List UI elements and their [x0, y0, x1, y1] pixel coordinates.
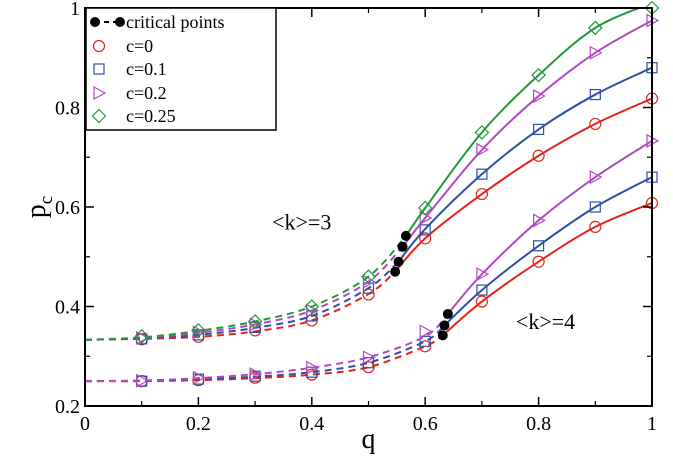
x-tick-label: 1	[647, 413, 657, 435]
data-point-k4-c02	[589, 170, 603, 185]
series-solid-k4-c02	[447, 139, 652, 315]
critical-point-k4-c02	[442, 308, 453, 319]
series-solid-k3-c02	[401, 19, 652, 248]
data-point-k4-c02	[249, 367, 263, 382]
data-point-k4-c0	[589, 220, 602, 233]
data-point-k3-c025	[417, 200, 433, 216]
data-point-k3-c025	[531, 67, 546, 83]
legend-box	[85, 7, 277, 131]
critical-point-k3-c025	[400, 230, 411, 241]
data-point-k3-c025	[361, 269, 376, 284]
legend-label-c02: c=0.2	[126, 83, 167, 103]
data-point-k3-c0	[589, 117, 602, 131]
x-tick-label: 0.4	[299, 413, 324, 435]
data-point-k3-c025	[247, 314, 263, 329]
legend-items	[90, 17, 125, 124]
legend-label-critical-points: critical points	[126, 12, 224, 32]
legend-label-c01: c=0.1	[126, 59, 167, 79]
data-point-k4-c01	[476, 284, 488, 296]
data-point-k3-c01	[476, 168, 488, 180]
legend-label-c025: c=0.25	[126, 106, 176, 126]
data-point-k3-c02	[532, 89, 546, 104]
legend-marker-c0	[92, 39, 106, 53]
annotation-k4: <k>=4	[516, 309, 575, 334]
series-dashed-k3-c02	[85, 246, 404, 341]
y-axis-title-main: p	[21, 204, 52, 218]
data-point-k3-c01	[589, 88, 601, 101]
y-tick-label: 0.8	[55, 98, 80, 120]
series-solid-k3-c01	[397, 66, 652, 263]
data-point-k4-c01	[589, 201, 601, 213]
y-axis-title: pc	[21, 196, 57, 218]
data-point-k4-c0	[475, 295, 488, 308]
data-point-k4-c01	[532, 240, 545, 252]
y-tick-label: 0.4	[55, 297, 80, 319]
data-point-k4-c01	[419, 335, 431, 347]
series-solid-k4-c0	[442, 202, 652, 337]
data-point-k3-c025	[134, 329, 150, 344]
y-tick-label: 1	[70, 0, 80, 20]
labels-layer: 0 0.2 0.4 0.6 0.8 10.20.40.60.81	[55, 0, 657, 435]
data-point-k4-c02	[362, 350, 376, 365]
data-point-k3-c02	[589, 45, 603, 60]
data-point-k3-c02	[419, 210, 433, 225]
series-dashed-k3-c0	[85, 270, 396, 341]
data-point-k4-c02	[306, 360, 320, 375]
y-tick-label: 0.6	[55, 197, 80, 219]
legend: critical points c=0 c=0.1 c=0.2 c=0.25	[85, 7, 277, 131]
data-point-k4-c02	[192, 370, 206, 385]
critical-point-k3-c01	[393, 256, 404, 267]
data-point-k3-c02	[362, 274, 376, 289]
series-dashed-k3-c01	[85, 260, 400, 341]
data-point-k3-c0	[532, 149, 545, 162]
data-point-k4-c02	[532, 213, 546, 228]
data-point-k3-c02	[476, 142, 490, 157]
y-tick-label: 0.2	[55, 396, 80, 418]
y-axis-title-subscript: c	[36, 196, 57, 204]
data-point-k3-c02	[306, 303, 320, 318]
legend-marker-c025	[91, 108, 107, 124]
series-solid-k4-c01	[443, 176, 652, 327]
series-dashed-k4-c02	[85, 313, 449, 383]
data-point-k4-c02	[476, 267, 490, 282]
critical-point-k3-c02	[397, 241, 408, 252]
data-point-k3-c01	[419, 224, 431, 236]
data-point-k4-c02	[136, 373, 149, 388]
data-point-k3-c025	[587, 20, 603, 36]
legend-marker-c01	[93, 63, 105, 75]
legend-label-c0: c=0	[126, 36, 153, 56]
annotation-k3: <k>=3	[272, 209, 331, 234]
data-point-k4-c0	[532, 255, 545, 268]
data-point-k3-c025	[474, 125, 490, 140]
series-solid-k3-c0	[394, 97, 652, 273]
data-point-k4-c02	[419, 324, 433, 339]
x-tick-label: 0.6	[413, 413, 438, 435]
series-layer	[85, 0, 660, 388]
data-point-k3-c01	[532, 123, 545, 135]
data-point-k3-c025	[191, 323, 206, 338]
x-tick-label: 0.2	[186, 413, 211, 435]
critical-points-layer	[390, 230, 453, 341]
data-point-k3-c025	[304, 299, 320, 314]
critical-point-k3-c0	[390, 266, 401, 277]
ticks-layer	[84, 7, 653, 407]
legend-marker-critical-points	[115, 17, 125, 27]
legend-marker-critical-points	[90, 17, 100, 27]
critical-point-k4-c01	[439, 320, 450, 331]
data-point-k3-c0	[419, 232, 432, 245]
series-solid-k3-c025	[405, 8, 642, 237]
series-dashed-k3-c025	[85, 235, 407, 341]
data-point-k3-c0	[475, 187, 488, 201]
x-tick-label: 0	[80, 413, 90, 435]
x-axis-title: q	[362, 424, 376, 455]
critical-point-k4-c0	[437, 330, 448, 341]
x-tick-label: 0.8	[526, 413, 551, 435]
legend-marker-c02	[93, 85, 107, 101]
